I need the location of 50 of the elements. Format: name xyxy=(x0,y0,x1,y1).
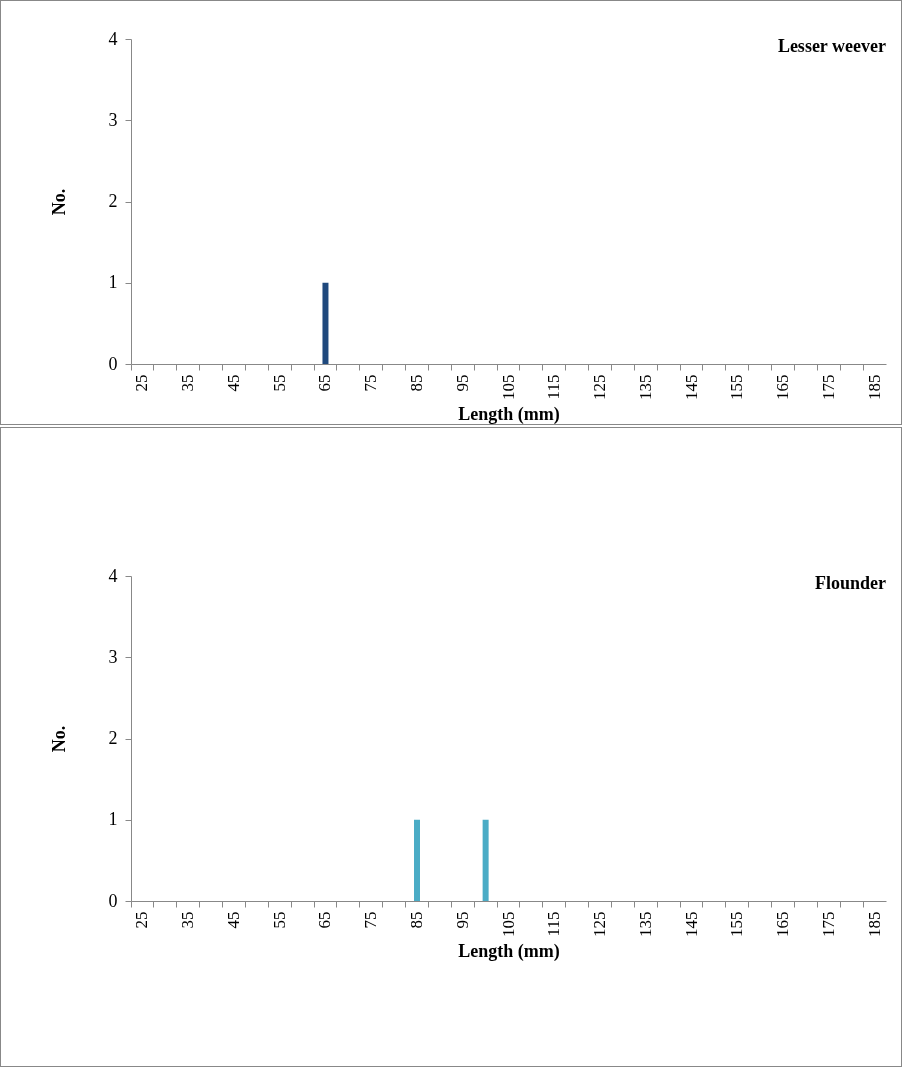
x-tick-label: 155 xyxy=(727,374,747,400)
x-tick-label: 135 xyxy=(635,374,655,400)
y-tick-label: 1 xyxy=(108,809,118,830)
x-tick-label: 185 xyxy=(864,911,884,937)
x-tick-label: 85 xyxy=(406,911,426,929)
x-tick-label: 165 xyxy=(773,911,793,937)
x-tick-label: 75 xyxy=(361,374,381,392)
x-tick-label: 175 xyxy=(818,911,838,937)
x-tick-label: 65 xyxy=(315,374,335,392)
x-tick-label: 165 xyxy=(773,374,793,400)
y-tick-label: 3 xyxy=(108,646,118,667)
x-tick-label: 25 xyxy=(132,911,152,929)
x-tick-label: 85 xyxy=(406,374,426,392)
y-tick-label: 4 xyxy=(108,28,118,49)
y-tick-label: 1 xyxy=(108,272,118,293)
x-axis-title: Length (mm) xyxy=(458,404,560,425)
x-tick-label: 75 xyxy=(361,911,381,929)
y-tick-label: 0 xyxy=(108,353,118,374)
y-axis-title: No. xyxy=(48,725,69,753)
y-tick-label: 4 xyxy=(108,565,118,586)
y-tick-label: 3 xyxy=(108,109,118,130)
x-tick-label: 145 xyxy=(681,911,701,937)
chart-title: Lesser weever xyxy=(777,36,886,56)
x-tick-label: 115 xyxy=(544,374,564,400)
x-tick-label: 105 xyxy=(498,374,518,400)
x-tick-label: 35 xyxy=(178,911,198,929)
y-tick-label: 2 xyxy=(108,728,118,748)
y-tick-label: 2 xyxy=(108,191,118,211)
x-tick-label: 25 xyxy=(132,374,152,392)
y-axis-title: No. xyxy=(48,188,69,216)
y-tick-label: 0 xyxy=(108,890,118,911)
x-tick-label: 65 xyxy=(315,911,335,929)
x-tick-label: 115 xyxy=(544,911,564,937)
x-axis-title: Length (mm) xyxy=(458,941,560,962)
x-tick-label: 105 xyxy=(498,911,518,937)
x-tick-label: 45 xyxy=(223,374,243,392)
x-tick-label: 35 xyxy=(178,374,198,392)
x-tick-label: 155 xyxy=(727,911,747,937)
x-tick-label: 45 xyxy=(223,911,243,929)
x-tick-label: 95 xyxy=(452,911,472,929)
x-tick-label: 125 xyxy=(590,374,610,400)
x-tick-label: 55 xyxy=(269,911,289,929)
x-tick-label: 145 xyxy=(681,374,701,400)
x-tick-label: 175 xyxy=(818,374,838,400)
chart-title: Flounder xyxy=(814,573,886,593)
x-tick-label: 185 xyxy=(864,374,884,400)
x-tick-label: 125 xyxy=(590,911,610,937)
x-tick-label: 95 xyxy=(452,374,472,392)
x-tick-label: 135 xyxy=(635,911,655,937)
x-tick-label: 55 xyxy=(269,374,289,392)
